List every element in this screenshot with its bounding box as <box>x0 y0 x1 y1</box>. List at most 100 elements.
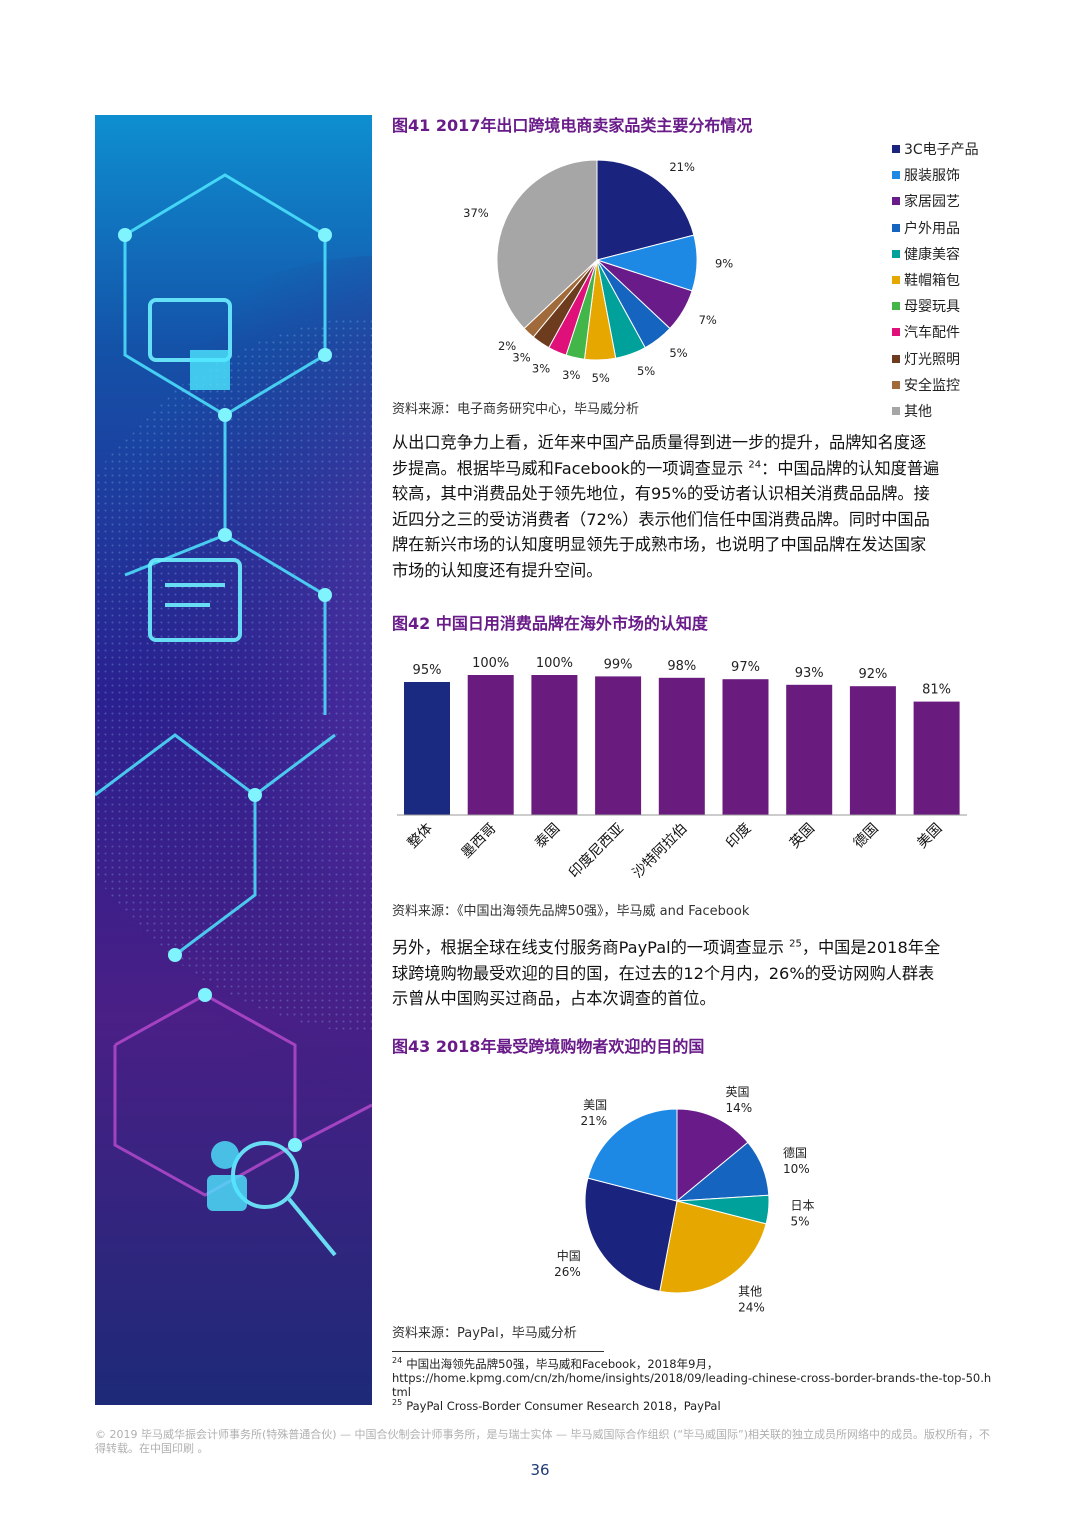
fig42-bar-1 <box>467 675 514 815</box>
fig42-bar-6 <box>786 684 833 815</box>
fig41-legend-item: 服装服饰 <box>892 162 1002 188</box>
fig42-value-label-4: 98% <box>667 659 696 674</box>
fig43-slice-5 <box>587 1108 678 1202</box>
fig42-value-label-0: 95% <box>413 663 442 678</box>
fig43-value-label-4: 26% <box>554 1265 581 1279</box>
fig41-legend-label: 母婴玩具 <box>904 299 960 316</box>
fig42-category-label-7: 德国 <box>851 821 882 852</box>
fig43-category-label-5: 美国 <box>583 1098 607 1112</box>
footnotes: 24 中国出海领先品牌50强，毕马威和Facebook，2018年9月， http… <box>392 1357 992 1413</box>
fig41-legend-swatch <box>892 145 900 154</box>
fig43-category-label-4: 中国 <box>557 1248 581 1263</box>
paragraph-paypal-survey: 另外，根据全球在线支付服务商PayPal的一项调查显示 25，中国是2018年全… <box>392 938 941 1008</box>
fig41-legend-swatch <box>892 171 900 180</box>
fig41-source: 资料来源：电子商务研究中心，毕马威分析 <box>392 402 640 417</box>
fig42-source: 资料来源：《中国出海领先品牌50强》，毕马威 and Facebook <box>392 904 750 919</box>
fig41-legend-label: 健康美容 <box>904 246 960 263</box>
fig41-value-label-3: 5% <box>669 346 687 360</box>
fig41-legend-label: 灯光照明 <box>904 351 960 368</box>
fig42-value-label-3: 99% <box>604 657 633 672</box>
fig43-slice-3 <box>659 1200 767 1294</box>
fig42-bar-8 <box>913 701 960 815</box>
fig41-value-label-0: 21% <box>669 160 695 174</box>
fig42-bar-chart: 95% 整体 100% 墨西哥 100% 泰国 99% 印度尼西亚 98% 沙特阿拉伯 97% 印度 9… <box>397 656 967 882</box>
fig41-legend-swatch <box>892 276 900 285</box>
fig43-category-label-1: 德国 <box>783 1145 807 1160</box>
footnote-24-url: https://home.kpmg.com/cn/zh/home/insight… <box>392 1371 992 1399</box>
fig41-legend-label: 服装服饰 <box>904 168 960 185</box>
fig41-pie-chart: 21%9%7%5%5%5%3%3%3%2%37% <box>463 159 733 385</box>
fig43-value-label-1: 10% <box>783 1162 810 1176</box>
fig41-legend-swatch <box>892 380 900 389</box>
fig41-legend-label: 汽车配件 <box>904 325 960 342</box>
fig42-bar-4 <box>658 677 705 815</box>
fig42-category-label-1: 墨西哥 <box>459 821 500 862</box>
fig43-pie-chart: 英国 14% 德国 10% 日本 5% 其他 24% 中国 26% 美国 21% <box>554 1085 814 1314</box>
fig41-legend-swatch <box>892 354 900 363</box>
fig42-category-label-5: 印度 <box>723 821 754 852</box>
copyright-notice: © 2019 毕马威华振会计师事务所(特殊普通合伙) — 中国合伙制会计师事务所… <box>95 1428 991 1455</box>
fig42-value-label-5: 97% <box>731 660 760 675</box>
fig41-legend: 3C电子产品 服装服饰 家居园艺 户外用品 健康美容 鞋帽箱包 母婴玩具 汽车配件 灯光照明 安全… <box>892 136 1002 424</box>
fig41-value-label-2: 7% <box>699 313 717 327</box>
fig41-legend-swatch <box>892 223 900 232</box>
fig43-slice-0 <box>676 1108 749 1203</box>
fig41-title: 图41 2017年出口跨境电商卖家品类主要分布情况 <box>392 116 753 135</box>
fig43-value-label-0: 14% <box>726 1101 753 1115</box>
footnote-divider <box>392 1351 604 1352</box>
fig41-legend-item: 其他 <box>892 398 1002 424</box>
fig42-bar-5 <box>722 679 769 815</box>
fig42-category-label-4: 沙特阿拉伯 <box>630 821 691 882</box>
fig43-category-label-2: 日本 <box>790 1199 814 1213</box>
footnote-ref-25: 25 <box>789 938 802 950</box>
fig42-bar-3 <box>595 676 642 815</box>
fig41-legend-label: 户外用品 <box>904 220 960 237</box>
fig41-value-label-9: 2% <box>498 339 516 353</box>
fig42-category-label-8: 美国 <box>914 821 945 852</box>
fig41-legend-swatch <box>892 197 900 206</box>
fig41-legend-label: 3C电子产品 <box>904 142 979 159</box>
fig42-category-label-6: 英国 <box>786 820 818 852</box>
fig41-value-label-5: 5% <box>592 371 610 385</box>
fig42-bar-7 <box>849 686 896 815</box>
fig42-category-label-0: 整体 <box>405 821 436 852</box>
fig42-value-label-1: 100% <box>472 656 509 671</box>
fig41-value-label-6: 3% <box>562 368 580 382</box>
fig43-slice-4 <box>584 1177 678 1292</box>
fig41-legend-item: 健康美容 <box>892 241 1002 267</box>
fig41-value-label-1: 9% <box>715 257 733 271</box>
fig43-value-label-3: 24% <box>738 1300 765 1314</box>
footnote-25: 25 PayPal Cross-Border Consumer Research … <box>392 1398 721 1413</box>
decorative-tech-globe-image <box>95 115 372 1405</box>
footnote-ref-24: 24 <box>748 459 762 471</box>
fig41-legend-item: 汽车配件 <box>892 319 1002 345</box>
fig41-legend-item: 鞋帽箱包 <box>892 267 1002 293</box>
fig41-legend-item: 户外用品 <box>892 215 1002 241</box>
fig42-value-label-6: 93% <box>795 666 824 681</box>
fig41-legend-label: 家居园艺 <box>904 194 960 211</box>
fig43-category-label-0: 英国 <box>726 1085 750 1099</box>
fig41-slice-10 <box>496 159 598 330</box>
fig42-category-label-3: 印度尼西亚 <box>566 821 627 882</box>
fig41-legend-swatch <box>892 406 900 415</box>
fig41-slice-0 <box>596 159 695 261</box>
fig41-value-label-4: 5% <box>637 364 655 378</box>
fig41-value-label-7: 3% <box>532 361 550 375</box>
fig41-legend-swatch <box>892 302 900 311</box>
fig43-title: 图43 2018年最受跨境购物者欢迎的目的国 <box>392 1037 705 1056</box>
fig41-legend-item: 3C电子产品 <box>892 136 1002 162</box>
fig41-legend-swatch <box>892 328 900 337</box>
fig41-value-label-10: 37% <box>463 206 489 220</box>
fig42-value-label-2: 100% <box>536 656 573 671</box>
fig41-legend-item: 家居园艺 <box>892 188 1002 214</box>
page-number: 36 <box>530 1461 550 1479</box>
paragraph-brand-recognition: 从出口竞争力上看，近年来中国产品质量得到进一步的提升，品牌知名度逐 步提高。根据… <box>392 433 940 580</box>
fig41-legend-label: 其他 <box>904 403 932 420</box>
fig41-legend-item: 灯光照明 <box>892 346 1002 372</box>
fig41-legend-label: 鞋帽箱包 <box>904 273 960 290</box>
fig41-legend-item: 母婴玩具 <box>892 293 1002 319</box>
fig43-source: 资料来源：PayPal，毕马威分析 <box>392 1326 577 1341</box>
fig41-value-label-8: 3% <box>512 351 530 365</box>
footnote-24: 24 中国出海领先品牌50强，毕马威和Facebook，2018年9月， <box>392 1356 719 1371</box>
fig42-bar-0 <box>404 682 450 815</box>
